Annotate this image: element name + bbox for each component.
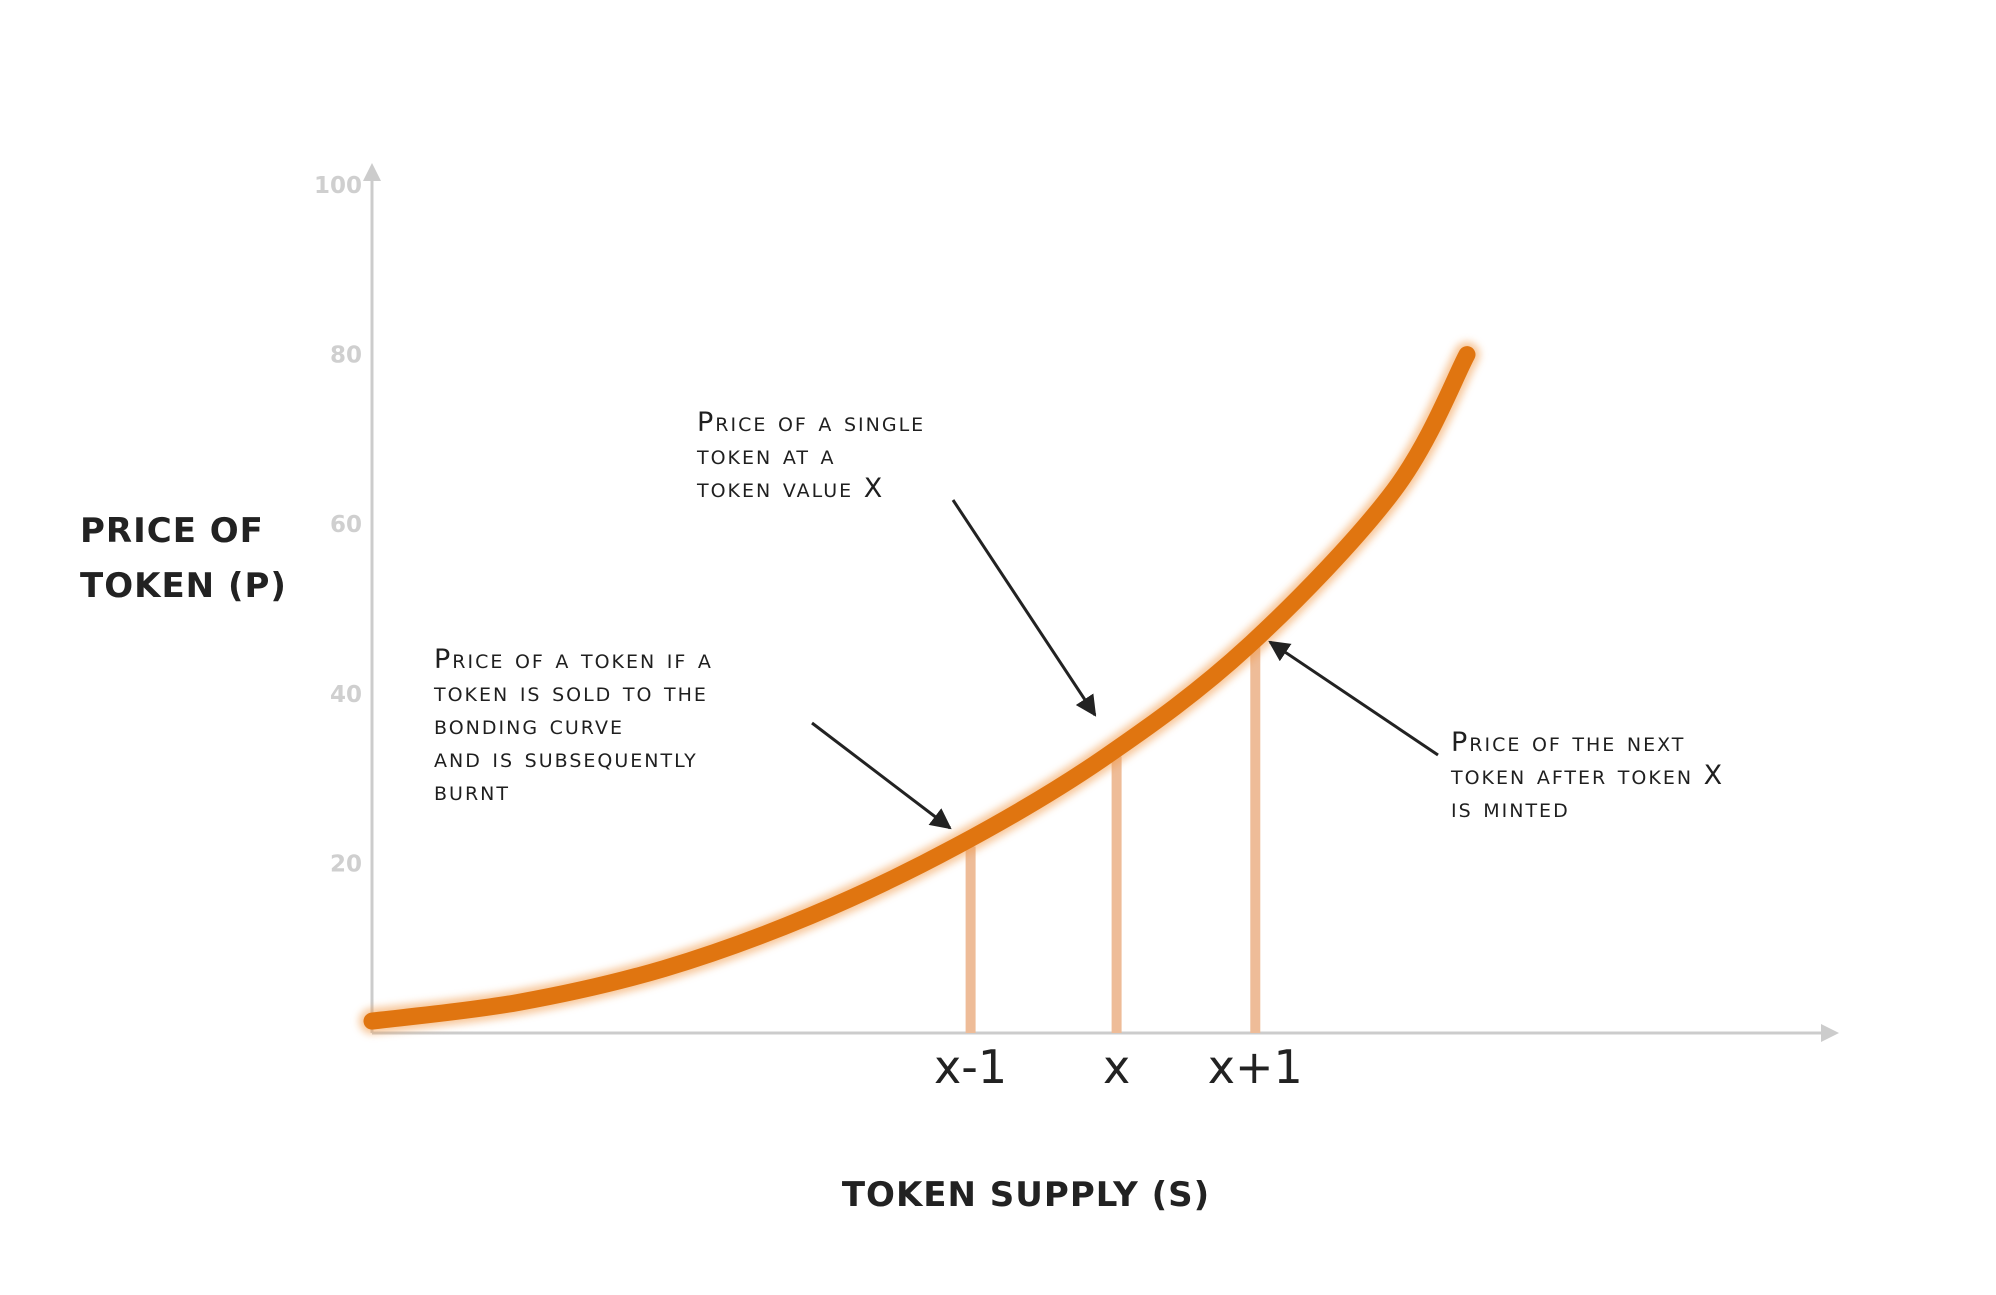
annotation-line: and is subsequently — [434, 743, 698, 774]
annotation-arrow — [951, 499, 1097, 717]
annotation-line: Price of a token if a — [434, 644, 713, 675]
y-tick-label: 60 — [330, 512, 362, 538]
marker-bars — [965, 639, 1261, 1033]
y-tick-label: 40 — [330, 682, 362, 708]
annotation-arrow — [811, 721, 952, 830]
y-tick-label: 100 — [314, 173, 362, 199]
price-curve — [363, 346, 1476, 1030]
annotation-next-token: Price of the next token after token X is… — [1268, 640, 1724, 824]
x-marker-label: x — [1103, 1040, 1130, 1094]
x-axis-title: TOKEN SUPPLY (S) — [842, 1175, 1210, 1215]
annotation-line: Price of the next — [1451, 727, 1685, 758]
annotation-line: Price of a single — [697, 407, 925, 438]
annotation-line: is minted — [1451, 793, 1570, 824]
annotation-single-token: Price of a single token at a token value… — [696, 407, 1097, 717]
annotation-line: burnt — [434, 776, 510, 807]
y-tick-label: 80 — [330, 343, 362, 369]
annotation-line: token value X — [696, 473, 884, 504]
annotation-line: token is sold to the — [433, 677, 708, 708]
annotation-line: token at a — [696, 440, 836, 471]
y-tick-labels: 100 80 60 40 20 — [314, 173, 362, 877]
annotation-line: token after token X — [1450, 760, 1724, 791]
y-axis-title-line-2: TOKEN (P) — [80, 566, 287, 606]
y-axis-title-line-1: PRICE OF — [80, 511, 264, 551]
annotation-token-burnt: Price of a token if a token is sold to t… — [433, 644, 952, 830]
annotation-line: bonding curve — [434, 710, 624, 741]
x-marker-label: x+1 — [1208, 1040, 1303, 1094]
annotation-arrow — [1268, 640, 1439, 757]
x-marker-labels: x-1 x x+1 — [934, 1040, 1303, 1094]
y-tick-label: 20 — [330, 851, 362, 877]
x-marker-label: x-1 — [934, 1040, 1007, 1094]
